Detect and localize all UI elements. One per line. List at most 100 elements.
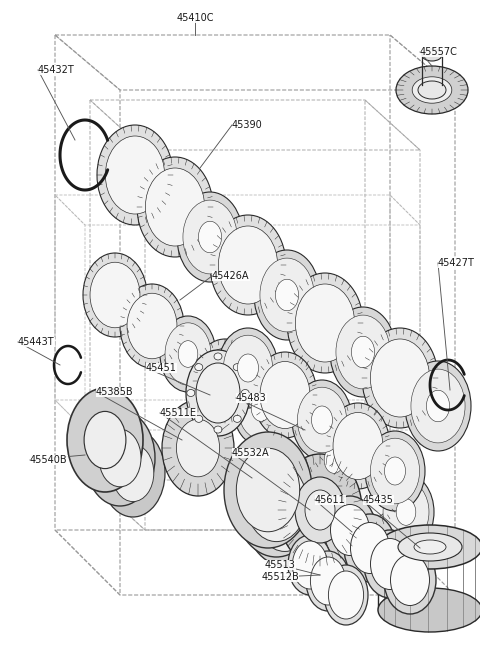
Ellipse shape xyxy=(312,406,333,434)
Text: 45540B: 45540B xyxy=(30,455,68,465)
Ellipse shape xyxy=(83,253,147,337)
Ellipse shape xyxy=(365,431,425,511)
Ellipse shape xyxy=(326,403,390,489)
Ellipse shape xyxy=(260,362,310,428)
Ellipse shape xyxy=(295,284,355,362)
Text: 45435: 45435 xyxy=(363,495,394,505)
Ellipse shape xyxy=(306,422,362,498)
Ellipse shape xyxy=(295,477,345,543)
Ellipse shape xyxy=(396,66,468,114)
Ellipse shape xyxy=(306,551,350,611)
Ellipse shape xyxy=(336,315,390,389)
Ellipse shape xyxy=(214,353,222,360)
Ellipse shape xyxy=(350,522,389,574)
Text: 45611: 45611 xyxy=(315,495,346,505)
Ellipse shape xyxy=(106,136,165,214)
Ellipse shape xyxy=(238,377,284,439)
Text: 45410C: 45410C xyxy=(176,13,214,23)
Ellipse shape xyxy=(218,226,277,304)
Ellipse shape xyxy=(234,447,318,557)
Ellipse shape xyxy=(137,157,213,257)
Ellipse shape xyxy=(85,410,155,506)
Ellipse shape xyxy=(223,336,273,401)
Text: 45427T: 45427T xyxy=(438,258,475,268)
Ellipse shape xyxy=(324,565,368,625)
Ellipse shape xyxy=(254,250,320,340)
Ellipse shape xyxy=(260,258,314,332)
Ellipse shape xyxy=(233,364,241,371)
Text: 45390: 45390 xyxy=(232,120,263,130)
Ellipse shape xyxy=(195,416,203,422)
Ellipse shape xyxy=(398,533,462,561)
Ellipse shape xyxy=(186,350,250,436)
Ellipse shape xyxy=(101,429,165,517)
Ellipse shape xyxy=(84,412,126,469)
Ellipse shape xyxy=(97,125,173,225)
Ellipse shape xyxy=(330,307,396,397)
Ellipse shape xyxy=(178,341,198,368)
Ellipse shape xyxy=(198,221,222,253)
Ellipse shape xyxy=(292,541,327,589)
Ellipse shape xyxy=(246,462,307,542)
Ellipse shape xyxy=(371,538,409,590)
Ellipse shape xyxy=(195,364,203,371)
Ellipse shape xyxy=(378,525,480,569)
Ellipse shape xyxy=(391,554,430,606)
Ellipse shape xyxy=(120,284,184,368)
Ellipse shape xyxy=(251,395,271,422)
Ellipse shape xyxy=(405,361,471,451)
Ellipse shape xyxy=(112,444,154,502)
Ellipse shape xyxy=(177,192,243,282)
Ellipse shape xyxy=(273,402,323,467)
Ellipse shape xyxy=(233,416,241,422)
Ellipse shape xyxy=(287,273,363,373)
Text: 45483: 45483 xyxy=(236,393,267,403)
Ellipse shape xyxy=(218,328,278,408)
Ellipse shape xyxy=(162,400,234,496)
Ellipse shape xyxy=(187,390,195,396)
Text: 45426A: 45426A xyxy=(212,271,250,281)
Ellipse shape xyxy=(238,354,259,382)
Ellipse shape xyxy=(233,370,289,446)
Ellipse shape xyxy=(378,588,480,632)
Ellipse shape xyxy=(214,426,222,433)
Text: 45451: 45451 xyxy=(146,363,177,373)
Text: 45513: 45513 xyxy=(264,560,295,570)
Ellipse shape xyxy=(145,168,204,246)
Ellipse shape xyxy=(305,490,335,530)
Ellipse shape xyxy=(183,200,237,274)
Ellipse shape xyxy=(210,215,286,315)
Ellipse shape xyxy=(311,429,357,491)
Ellipse shape xyxy=(362,328,438,428)
Ellipse shape xyxy=(345,454,395,519)
Text: 45532A: 45532A xyxy=(232,448,270,458)
Ellipse shape xyxy=(411,369,465,443)
Ellipse shape xyxy=(396,499,416,526)
Text: 45512B: 45512B xyxy=(261,572,299,582)
Ellipse shape xyxy=(384,457,406,485)
Ellipse shape xyxy=(328,571,364,619)
Ellipse shape xyxy=(224,432,312,548)
Ellipse shape xyxy=(165,323,211,385)
Ellipse shape xyxy=(311,557,346,605)
Ellipse shape xyxy=(412,77,452,103)
Ellipse shape xyxy=(422,49,442,61)
Ellipse shape xyxy=(200,348,250,414)
Ellipse shape xyxy=(253,352,317,438)
Ellipse shape xyxy=(378,474,434,550)
Ellipse shape xyxy=(276,279,299,311)
Ellipse shape xyxy=(127,293,177,359)
Ellipse shape xyxy=(236,448,300,532)
Ellipse shape xyxy=(278,454,362,566)
Ellipse shape xyxy=(351,336,374,368)
Ellipse shape xyxy=(266,392,330,476)
Ellipse shape xyxy=(245,462,325,566)
Ellipse shape xyxy=(324,496,376,564)
Ellipse shape xyxy=(371,339,430,417)
Text: 45385B: 45385B xyxy=(96,387,133,397)
Ellipse shape xyxy=(288,535,332,595)
Ellipse shape xyxy=(298,388,347,453)
Text: 45443T: 45443T xyxy=(18,337,55,347)
Ellipse shape xyxy=(331,504,370,556)
Ellipse shape xyxy=(338,444,402,528)
